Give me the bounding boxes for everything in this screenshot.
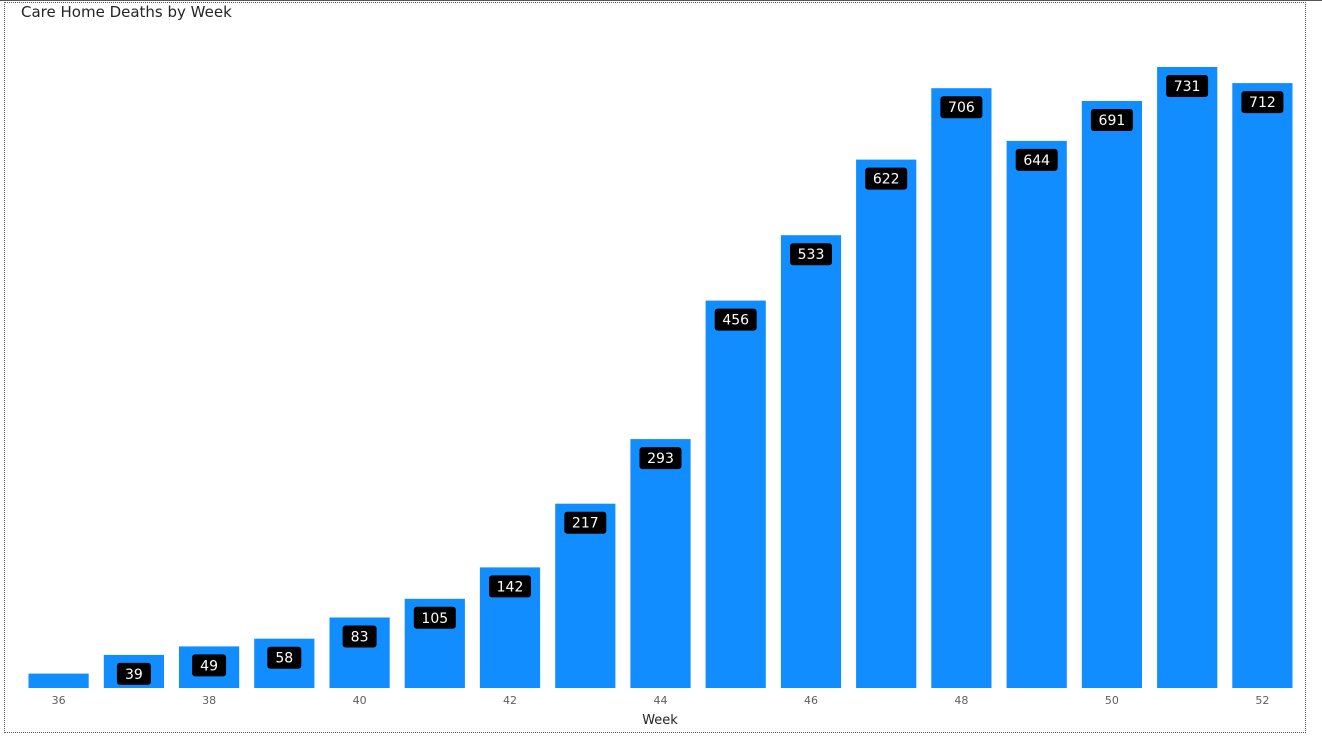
data-label-week-39: 58	[275, 651, 293, 667]
x-tick-label-48: 48	[954, 694, 968, 707]
data-label-week-46: 533	[798, 247, 825, 263]
visual-frame[interactable]	[4, 2, 1306, 733]
bar-week-47[interactable]	[856, 159, 917, 689]
bar-week-45[interactable]	[705, 300, 766, 688]
data-label-week-40: 83	[351, 630, 369, 646]
data-label-week-49: 644	[1023, 153, 1050, 169]
bar-week-50[interactable]	[1081, 101, 1142, 688]
data-label-week-41: 105	[421, 611, 448, 627]
data-label-week-45: 456	[722, 313, 749, 329]
x-tick-label-52: 52	[1255, 694, 1269, 707]
bar-week-52[interactable]	[1232, 83, 1293, 689]
data-label-bg-week-51	[1166, 75, 1209, 97]
data-label-week-38: 49	[200, 658, 218, 674]
x-tick-label-46: 46	[804, 694, 818, 707]
data-label-bg-week-47	[865, 167, 908, 190]
data-label-bg-week-52	[1241, 91, 1284, 114]
data-label-bg-week-42	[489, 575, 531, 598]
data-label-bg-week-38	[192, 654, 227, 677]
bars-group	[28, 67, 1293, 689]
data-label-bg-week-41	[413, 606, 456, 629]
bar-week-48[interactable]	[931, 88, 992, 688]
x-tick-label-36: 36	[52, 694, 66, 707]
data-labels-group: 39 49 58 83 105 142 217 293 456 533 622 706 644 691 73…	[116, 75, 1284, 685]
data-label-bg-week-40	[342, 625, 377, 648]
data-label-week-48: 706	[948, 100, 975, 116]
data-label-bg-week-45	[714, 308, 757, 331]
x-axis-title: Week	[642, 713, 678, 728]
x-axis-ticks: 36 38 40 42 44 46 48 50 52	[52, 694, 1270, 707]
data-label-bg-week-50	[1090, 109, 1133, 131]
data-label-bg-week-39	[267, 646, 302, 669]
bar-week-36[interactable]	[28, 673, 89, 688]
data-label-bg-week-44	[639, 447, 682, 470]
data-label-bg-week-43	[564, 511, 607, 534]
data-label-week-50: 691	[1099, 113, 1126, 129]
data-label-week-42: 142	[497, 579, 524, 595]
data-label-bg-week-46	[790, 243, 832, 266]
bar-week-46[interactable]	[780, 235, 842, 688]
bar-week-44[interactable]	[630, 439, 691, 688]
data-label-week-43: 217	[572, 516, 599, 532]
bar-week-51[interactable]	[1157, 67, 1218, 688]
x-tick-label-50: 50	[1105, 694, 1119, 707]
x-tick-label-38: 38	[202, 694, 216, 707]
data-label-week-44: 293	[647, 451, 674, 467]
x-tick-label-40: 40	[353, 694, 367, 707]
x-tick-label-42: 42	[503, 694, 517, 707]
data-label-week-52: 712	[1249, 95, 1276, 111]
data-label-week-37: 39	[125, 667, 143, 683]
x-tick-label-44: 44	[654, 694, 668, 707]
chart-title: Care Home Deaths by Week	[21, 3, 232, 21]
top-border	[0, 0, 1322, 1]
data-label-week-47: 622	[873, 172, 900, 188]
data-label-bg-week-49	[1015, 148, 1058, 171]
data-label-bg-week-48	[940, 96, 983, 119]
data-label-bg-week-37	[116, 662, 151, 685]
bar-week-43[interactable]	[555, 503, 616, 688]
bar-week-49[interactable]	[1006, 140, 1067, 688]
data-label-week-51: 731	[1174, 79, 1201, 95]
